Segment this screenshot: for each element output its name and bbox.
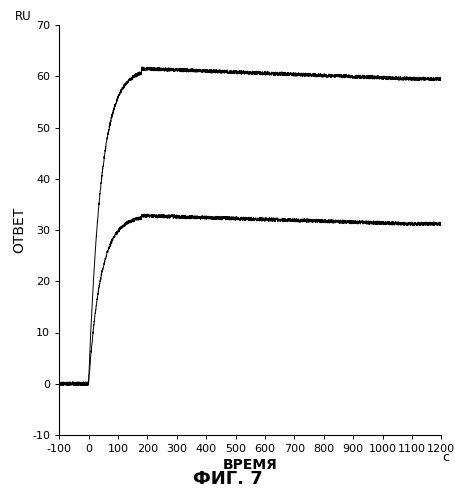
Text: с: с <box>442 450 449 464</box>
X-axis label: ВРЕМЯ: ВРЕМЯ <box>223 458 278 472</box>
Text: ФИГ. 7: ФИГ. 7 <box>192 470 263 488</box>
Y-axis label: ОТВЕТ: ОТВЕТ <box>13 207 26 253</box>
Text: RU: RU <box>15 10 32 23</box>
